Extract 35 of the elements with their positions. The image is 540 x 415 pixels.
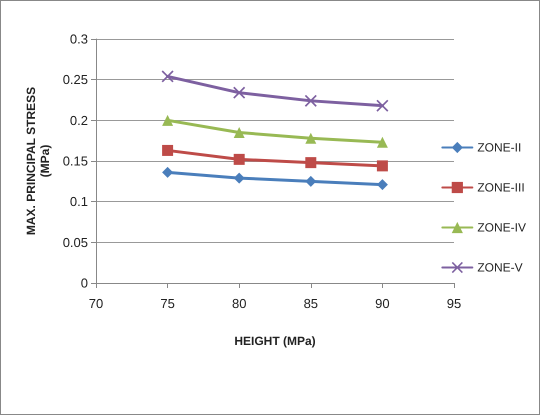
point	[162, 70, 174, 82]
point	[233, 86, 246, 99]
legend-label: ZONE-II	[477, 140, 522, 154]
point	[234, 172, 245, 184]
point	[162, 166, 174, 178]
legend-label: ZONE-IV	[477, 220, 526, 234]
legend-label: ZONE-V	[477, 260, 523, 274]
x-axis-title: HEIGHT (MPa)	[234, 334, 316, 348]
point	[234, 154, 245, 165]
y-tick-label: 0	[80, 276, 88, 290]
point	[234, 127, 245, 138]
x-tick-label: 95	[446, 296, 462, 311]
y-tick-label: 0.25	[62, 72, 88, 88]
point	[376, 179, 388, 190]
point	[304, 94, 317, 107]
y-tick-label: 0.15	[62, 154, 88, 168]
point	[305, 132, 316, 144]
point	[305, 176, 316, 187]
x-tick-label: 70	[88, 296, 104, 311]
point	[162, 114, 174, 126]
point	[376, 136, 388, 148]
point	[376, 100, 388, 112]
legend-label: ZONE-III	[477, 180, 525, 194]
y-tick-label: 0.3	[70, 32, 88, 46]
x-tick-label: 90	[375, 296, 390, 311]
point	[376, 160, 388, 172]
x-tick-label: 85	[304, 296, 318, 311]
y-axis-title: MAX. PRINCIPAL STRESS (MPa)	[24, 86, 52, 236]
point	[305, 157, 316, 168]
y-tick-label: 0.05	[62, 234, 88, 250]
y-tick-label: 0.2	[70, 112, 88, 128]
x-tick-label: 75	[160, 296, 175, 311]
y-tick-label: 0.1	[70, 194, 88, 210]
x-tick-label: 80	[232, 296, 246, 311]
point	[162, 144, 174, 156]
